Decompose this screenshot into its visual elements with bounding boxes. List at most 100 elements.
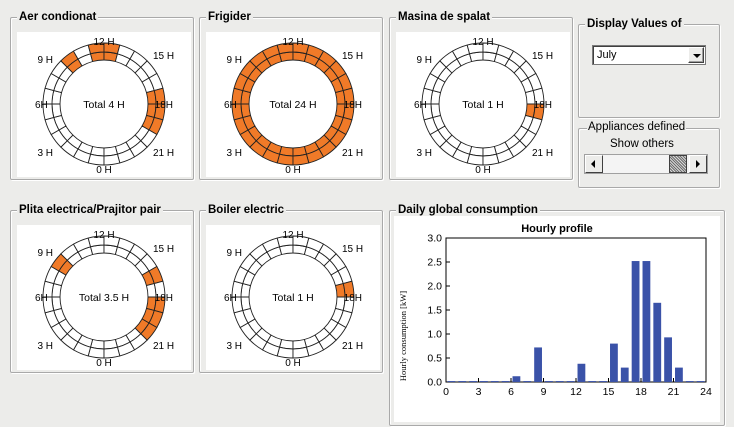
hour-segment[interactable] <box>466 153 484 166</box>
x-tick-label: 21 <box>668 386 680 398</box>
hour-segment[interactable] <box>292 346 310 359</box>
hour-tick-label: 0 H <box>96 165 112 176</box>
chart-ylabel: Hourly consumption [kW] <box>398 291 408 381</box>
panel-title: Masina de spalat <box>396 10 493 24</box>
hour-wheel[interactable]: Total 1 H 12 H 15 H 18H 21 H 0 H 3 H 6H 9 H <box>396 32 570 177</box>
y-tick-label: 2.5 <box>427 257 442 269</box>
hour-tick-label: 21 H <box>342 148 363 159</box>
hour-segment[interactable] <box>87 346 105 359</box>
x-tick-label: 6 <box>508 386 514 398</box>
hour-bar <box>653 302 662 382</box>
hour-segment[interactable] <box>276 153 294 166</box>
hour-bar <box>490 381 499 382</box>
hour-tick-label: 21 H <box>153 341 174 352</box>
hour-tick-label: 18H <box>344 100 362 111</box>
total-hours-label: Total 1 H <box>462 99 503 111</box>
hour-tick-label: 3 H <box>226 341 242 352</box>
scroll-thumb[interactable] <box>669 155 687 173</box>
appliances-title: Appliances defined <box>587 121 687 133</box>
panel-canvas: Total 24 H 12 H 15 H 18H 21 H 0 H 3 H 6H 9 H <box>206 32 380 177</box>
hour-bar <box>501 381 510 382</box>
panel-masina: Masina de spalat Total 1 H 12 H 15 H 18H 21 … <box>389 10 573 180</box>
x-tick-label: 12 <box>570 386 582 398</box>
panel-plita: Plita electrica/Prajitor pair Total 3.5 … <box>10 203 194 373</box>
y-tick-label: 3.0 <box>427 233 442 245</box>
display-values-title: Display Values of <box>585 17 684 31</box>
hour-bar <box>534 347 542 382</box>
total-hours-label: Total 3.5 H <box>79 292 129 304</box>
hour-tick-label: 21 H <box>153 148 174 159</box>
hour-wheel[interactable]: Total 3.5 H 12 H 15 H 18H 21 H 0 H 3 H 6H 9 H <box>17 225 191 370</box>
hour-bar <box>664 337 672 382</box>
hour-segment[interactable] <box>87 153 105 166</box>
hour-bar <box>696 381 705 382</box>
hour-wheel[interactable]: Total 1 H 12 H 15 H 18H 21 H 0 H 3 H 6H 9 H <box>206 225 380 370</box>
panel-title: Aer condionat <box>17 10 99 24</box>
hour-wheel[interactable]: Total 24 H 12 H 15 H 18H 21 H 0 H 3 H 6H 9 H <box>206 32 380 177</box>
hour-bar <box>555 381 564 382</box>
panel-frigider: Frigider Total 24 H 12 H 15 H 18H 21 H 0 H 3 H… <box>199 10 383 180</box>
hour-tick-label: 15 H <box>342 244 363 255</box>
x-tick-label: 3 <box>476 386 482 398</box>
hour-bar <box>675 367 683 382</box>
show-others-label: Show others <box>610 138 674 150</box>
month-select[interactable]: July <box>592 45 706 65</box>
hour-tick-label: 9 H <box>226 55 242 66</box>
display-values-group: Display Values of <box>578 17 720 118</box>
hour-bar <box>512 376 521 382</box>
y-tick-label: 0.0 <box>427 377 442 389</box>
hour-tick-label: 0 H <box>475 165 491 176</box>
hour-tick-label: 9 H <box>416 55 432 66</box>
hour-tick-label: 18H <box>534 100 552 111</box>
hour-bar <box>545 381 553 382</box>
panel-boiler: Boiler electric Total 1 H 12 H 15 H 18H 21 H… <box>199 203 383 373</box>
x-tick-label: 15 <box>603 386 615 398</box>
scroll-left-arrow-icon[interactable] <box>585 155 603 173</box>
hour-bar <box>458 381 467 382</box>
hourly-profile-chart: Hourly profile Hourly consumption [kW] 0… <box>394 216 720 422</box>
hour-tick-label: 12 H <box>282 230 303 241</box>
hour-tick-label: 9 H <box>37 248 53 259</box>
daily-consumption-title: Daily global consumption <box>396 203 540 217</box>
panel-title: Frigider <box>206 10 253 24</box>
panel-aer: Aer condionat Total 4 H 12 H 15 H 18H 21 H 0 … <box>10 10 194 180</box>
hour-segment[interactable] <box>292 153 310 166</box>
hour-tick-label: 9 H <box>37 55 53 66</box>
hour-segment[interactable] <box>103 346 121 359</box>
hour-tick-label: 15 H <box>153 51 174 62</box>
hour-tick-label: 12 H <box>472 37 493 48</box>
hour-segment[interactable] <box>276 346 294 359</box>
y-tick-label: 1.5 <box>427 305 442 317</box>
panel-canvas: Total 1 H 12 H 15 H 18H 21 H 0 H 3 H 6H 9 H <box>396 32 570 177</box>
hour-tick-label: 9 H <box>226 248 242 259</box>
panel-canvas: Total 4 H 12 H 15 H 18H 21 H 0 H 3 H 6H 9 H <box>17 32 191 177</box>
panel-title: Boiler electric <box>206 203 287 217</box>
hour-bar <box>523 381 532 382</box>
hour-bar <box>631 261 640 382</box>
x-tick-label: 9 <box>541 386 547 398</box>
appliances-scrollbar[interactable] <box>584 154 708 174</box>
hour-tick-label: 12 H <box>282 37 303 48</box>
hour-tick-label: 21 H <box>342 341 363 352</box>
scroll-right-arrow-icon[interactable] <box>689 155 707 173</box>
hour-tick-label: 21 H <box>532 148 553 159</box>
hour-tick-label: 15 H <box>532 51 553 62</box>
chevron-down-icon[interactable] <box>688 47 704 63</box>
hour-bar <box>469 381 477 382</box>
hour-tick-label: 6H <box>224 100 237 111</box>
hour-tick-label: 3 H <box>416 148 432 159</box>
chart-title: Hourly profile <box>521 223 593 235</box>
hour-tick-label: 0 H <box>285 358 301 369</box>
month-select-value: July <box>597 49 617 61</box>
hour-tick-label: 18H <box>155 100 173 111</box>
hour-tick-label: 12 H <box>93 230 114 241</box>
hour-tick-label: 3 H <box>37 148 53 159</box>
hour-wheel[interactable]: Total 4 H 12 H 15 H 18H 21 H 0 H 3 H 6H 9 H <box>17 32 191 177</box>
y-tick-label: 0.5 <box>427 353 442 365</box>
hour-segment[interactable] <box>482 153 500 166</box>
hour-tick-label: 15 H <box>342 51 363 62</box>
x-tick-label: 18 <box>635 386 647 398</box>
hour-bar <box>447 381 456 382</box>
hour-segment[interactable] <box>103 153 121 166</box>
hour-tick-label: 0 H <box>96 358 112 369</box>
